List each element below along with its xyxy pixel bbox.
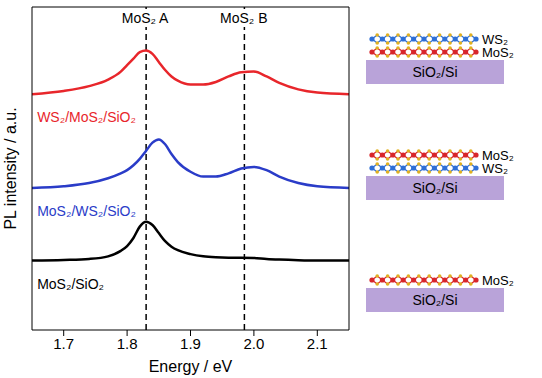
svg-text:PL intensity / a.u.: PL intensity / a.u. bbox=[2, 107, 19, 229]
svg-text:MoS₂ B: MoS₂ B bbox=[220, 10, 267, 26]
svg-text:2.0: 2.0 bbox=[243, 335, 264, 352]
svg-text:MoS₂ A: MoS₂ A bbox=[122, 10, 169, 26]
svg-text:WS₂/MoS₂/SiO₂: WS₂/MoS₂/SiO₂ bbox=[37, 109, 136, 125]
svg-text:SiO₂/Si: SiO₂/Si bbox=[412, 292, 457, 308]
svg-text:1.8: 1.8 bbox=[117, 335, 138, 352]
svg-text:MoS₂: MoS₂ bbox=[482, 148, 514, 163]
svg-text:MoS₂: MoS₂ bbox=[482, 273, 514, 288]
svg-text:MoS₂: MoS₂ bbox=[482, 45, 514, 60]
svg-text:MoS₂/WS₂/SiO₂: MoS₂/WS₂/SiO₂ bbox=[37, 203, 136, 219]
svg-text:MoS₂/SiO₂: MoS₂/SiO₂ bbox=[37, 276, 104, 292]
svg-text:SiO₂/Si: SiO₂/Si bbox=[412, 64, 457, 80]
svg-text:WS₂: WS₂ bbox=[482, 32, 508, 47]
svg-text:SiO₂/Si: SiO₂/Si bbox=[412, 180, 457, 196]
svg-text:WS₂: WS₂ bbox=[482, 161, 508, 176]
svg-text:2.1: 2.1 bbox=[307, 335, 328, 352]
svg-text:Energy / eV: Energy / eV bbox=[149, 358, 233, 375]
svg-text:1.9: 1.9 bbox=[180, 335, 201, 352]
svg-text:1.7: 1.7 bbox=[53, 335, 74, 352]
